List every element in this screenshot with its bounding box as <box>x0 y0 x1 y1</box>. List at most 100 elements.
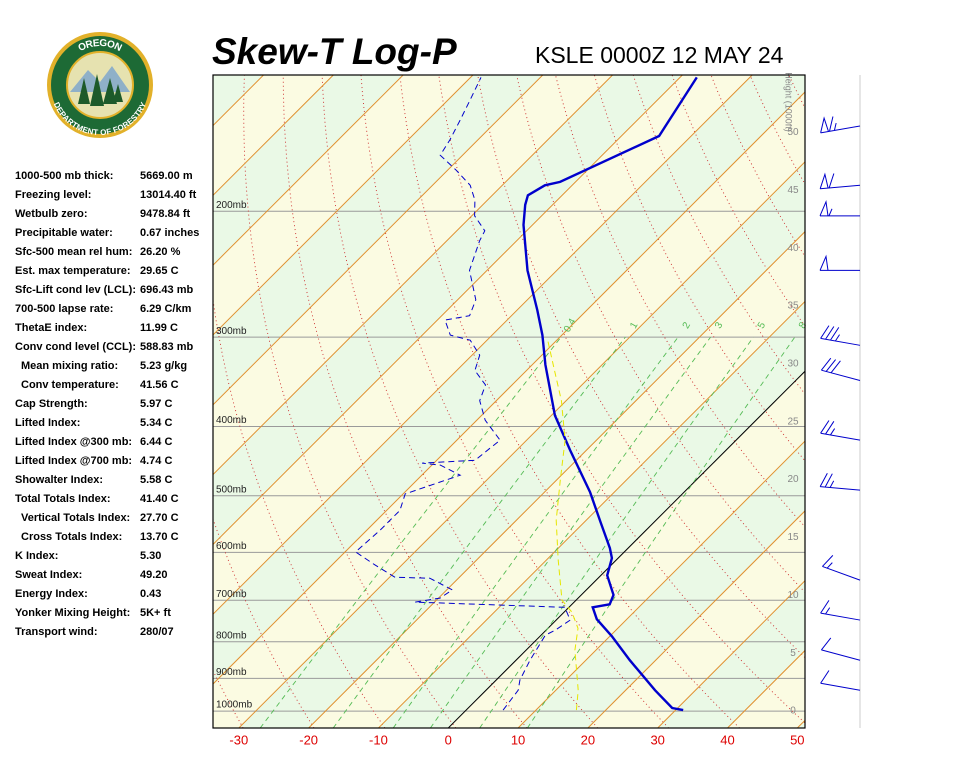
stat-value: 41.56 C <box>140 379 179 391</box>
stat-value: 280/07 <box>140 626 174 638</box>
wind-barb <box>820 357 861 382</box>
stat-value: 0.43 <box>140 588 161 600</box>
height-tick-label: 5 <box>790 648 796 659</box>
stat-label: Cross Totals Index: <box>21 531 122 543</box>
wind-barb <box>820 420 861 441</box>
x-tick-label: 10 <box>511 732 525 747</box>
mixing-ratio-label: 2 <box>681 320 694 331</box>
dry-adiabat <box>477 75 805 659</box>
isobar-label: 200mb <box>216 200 247 211</box>
stat-value: 5.58 C <box>140 474 172 486</box>
height-tick-label: 40 <box>787 243 799 254</box>
height-tick-label: 30 <box>787 359 799 370</box>
height-tick-label: 10 <box>787 590 799 601</box>
isotherm <box>657 579 805 728</box>
temperature-band <box>213 75 805 685</box>
stat-value: 29.65 C <box>140 265 179 277</box>
isobar-label: 600mb <box>216 541 247 552</box>
chart-subtitle: KSLE 0000Z 12 MAY 24 <box>535 42 784 68</box>
stat-label: K Index: <box>15 550 58 562</box>
stat-label: Showalter Index: <box>15 474 103 486</box>
stat-label: 700-500 lapse rate: <box>15 303 113 315</box>
stat-label: Cap Strength: <box>15 398 88 410</box>
plot-border <box>212 74 806 729</box>
isobar-label: 400mb <box>216 415 247 426</box>
stat-value: 5.97 C <box>140 398 172 410</box>
stat-label: Sweat Index: <box>15 569 82 581</box>
stat-value: 11.99 C <box>140 322 178 334</box>
isotherm <box>213 91 805 685</box>
x-tick-label: 30 <box>650 732 664 747</box>
stat-label: Est. max temperature: <box>15 265 131 277</box>
x-tick-label: -30 <box>229 732 248 747</box>
wind-barb <box>822 555 861 581</box>
stat-label: Conv temperature: <box>21 379 119 391</box>
isotherm <box>517 440 805 728</box>
stat-value: 6.29 C/km <box>140 303 192 315</box>
height-tick-label: 45 <box>787 185 799 196</box>
stat-label: Lifted Index: <box>15 417 80 429</box>
x-tick-label: -20 <box>299 732 318 747</box>
dry-adiabat <box>828 75 960 728</box>
stat-label: Mean mixing ratio: <box>21 360 118 372</box>
temperature-band <box>213 92 805 728</box>
isotherm <box>238 161 805 728</box>
stat-label: Sfc-500 mean rel hum: <box>15 246 132 258</box>
isobar-label: 500mb <box>216 484 247 495</box>
wind-barb <box>820 325 861 346</box>
wind-barb <box>820 116 861 134</box>
stat-value: 4.74 C <box>140 455 172 467</box>
x-tick-label: 0 <box>445 732 452 747</box>
stat-value: 27.70 C <box>140 512 179 524</box>
stat-label: Freezing level: <box>15 189 91 201</box>
isotherm <box>308 230 805 728</box>
mixing-ratio-line <box>259 336 562 728</box>
isotherm <box>587 510 805 728</box>
isobar-label: 800mb <box>216 630 247 641</box>
mixing-ratio-label: 1 <box>628 320 641 331</box>
dry-adiabat <box>516 75 805 593</box>
height-tick-label: 15 <box>787 532 799 543</box>
mixing-ratio-label: 8 <box>797 320 810 331</box>
stat-label: Sfc-Lift cond lev (LCL): <box>15 284 136 296</box>
wind-barb <box>820 670 861 691</box>
stat-label: Lifted Index @700 mb: <box>15 455 132 467</box>
x-tick-label: 20 <box>581 732 595 747</box>
wind-barb <box>819 473 861 491</box>
mixing-ratio-label: 5 <box>756 320 769 331</box>
stat-value: 5.30 <box>140 550 161 562</box>
plot-overlay: 1000mb 900mb 800mb 700mb 600mb 500mb 400mb 300m… <box>216 72 810 716</box>
isobar-label: 700mb <box>216 589 247 600</box>
stat-value: 13014.40 ft <box>140 189 197 201</box>
isotherm <box>213 75 613 476</box>
wind-barb <box>819 172 861 190</box>
stat-label: Yonker Mixing Height: <box>15 607 130 619</box>
isotherm <box>213 75 474 336</box>
isotherm <box>213 75 334 197</box>
stat-label: 1000-500 mb thick: <box>15 170 113 182</box>
x-tick-label: 50 <box>790 732 804 747</box>
isobar-label: 1000mb <box>216 700 253 711</box>
mixing-ratio-line <box>430 336 711 728</box>
dry-adiabat <box>788 75 805 110</box>
stat-value: 5.34 C <box>140 417 172 429</box>
wind-barb <box>819 254 860 271</box>
profile-line <box>354 77 571 711</box>
height-tick-label: 35 <box>787 301 799 312</box>
plot-area <box>213 75 960 728</box>
wind-barb <box>819 199 860 217</box>
stat-value: 41.40 C <box>140 493 179 505</box>
stat-value: 696.43 mb <box>140 284 193 296</box>
stat-value: 9478.84 ft <box>140 208 190 220</box>
dry-adiabat <box>399 75 740 728</box>
profile-line <box>547 340 579 711</box>
height-tick-label: 25 <box>787 416 799 427</box>
stat-value: 5.23 g/kg <box>140 360 187 372</box>
stat-label: Lifted Index @300 mb: <box>15 436 132 448</box>
mixing-ratio-line <box>527 336 796 728</box>
stat-value: 5669.00 m <box>140 170 193 182</box>
profile-line <box>522 76 698 712</box>
logo-trees <box>78 74 123 106</box>
dry-adiabat <box>321 75 599 728</box>
stat-label: Total Totals Index: <box>15 493 111 505</box>
